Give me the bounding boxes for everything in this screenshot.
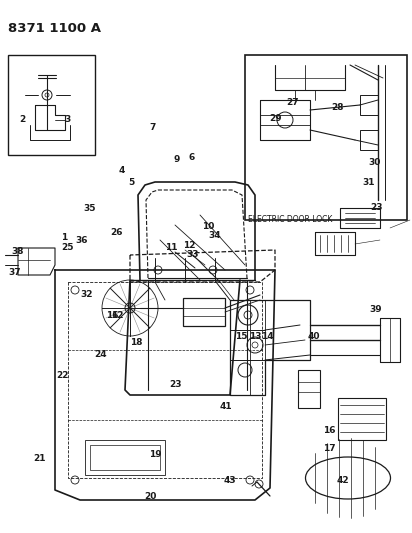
Text: 26: 26 [110,229,122,237]
Text: 14: 14 [262,333,274,341]
Text: 34: 34 [209,231,221,240]
Text: 18: 18 [130,338,142,346]
Text: 36: 36 [75,237,88,245]
Text: 12: 12 [183,241,196,249]
Text: 5: 5 [129,178,135,187]
Text: 29: 29 [269,114,281,123]
Text: 6: 6 [188,153,195,161]
Bar [183,298,225,326]
Bar [298,370,320,408]
Text: 33: 33 [187,250,199,259]
Bar [8,55,95,155]
Text: 2: 2 [19,116,26,124]
Text: 4: 4 [118,166,125,175]
Text: 41: 41 [220,402,232,410]
Text: 23: 23 [371,204,383,212]
Text: 11: 11 [165,244,177,252]
Text: 15: 15 [235,333,247,341]
Text: 28: 28 [332,103,344,112]
Text: 39: 39 [370,305,382,313]
Text: 25: 25 [62,244,74,252]
Bar [360,130,378,150]
Text: 37: 37 [8,269,21,277]
Bar [338,398,386,440]
Text: 16: 16 [106,311,118,320]
Text: 10: 10 [202,222,214,231]
Text: 23: 23 [169,381,181,389]
Text: 30: 30 [369,158,381,167]
Text: 17: 17 [323,445,336,453]
Text: 9: 9 [174,156,180,164]
Text: 35: 35 [84,205,96,213]
Text: 40: 40 [308,333,320,341]
Text: 3: 3 [65,116,71,124]
Text: 19: 19 [150,450,162,458]
Bar [85,440,165,475]
Text: 1: 1 [61,233,67,241]
Text: 7: 7 [149,124,156,132]
Text: 43: 43 [224,477,236,485]
Text: 24: 24 [95,350,107,359]
Text: 13: 13 [249,333,262,341]
Text: 42: 42 [337,477,349,485]
Bar [245,55,407,220]
Text: 27: 27 [286,98,299,107]
Bar [90,445,160,470]
Bar [360,95,378,115]
Text: ELECTRIC DOOR LOCK: ELECTRIC DOOR LOCK [248,215,332,224]
Text: 38: 38 [11,247,23,256]
Text: 20: 20 [144,492,157,501]
Text: 32: 32 [80,290,93,298]
Text: 31: 31 [363,178,375,187]
Text: 21: 21 [33,454,45,463]
Text: 8371 1100 A: 8371 1100 A [8,22,101,35]
Text: 16: 16 [323,426,336,434]
Text: 12: 12 [111,311,124,320]
Text: 22: 22 [56,372,69,380]
